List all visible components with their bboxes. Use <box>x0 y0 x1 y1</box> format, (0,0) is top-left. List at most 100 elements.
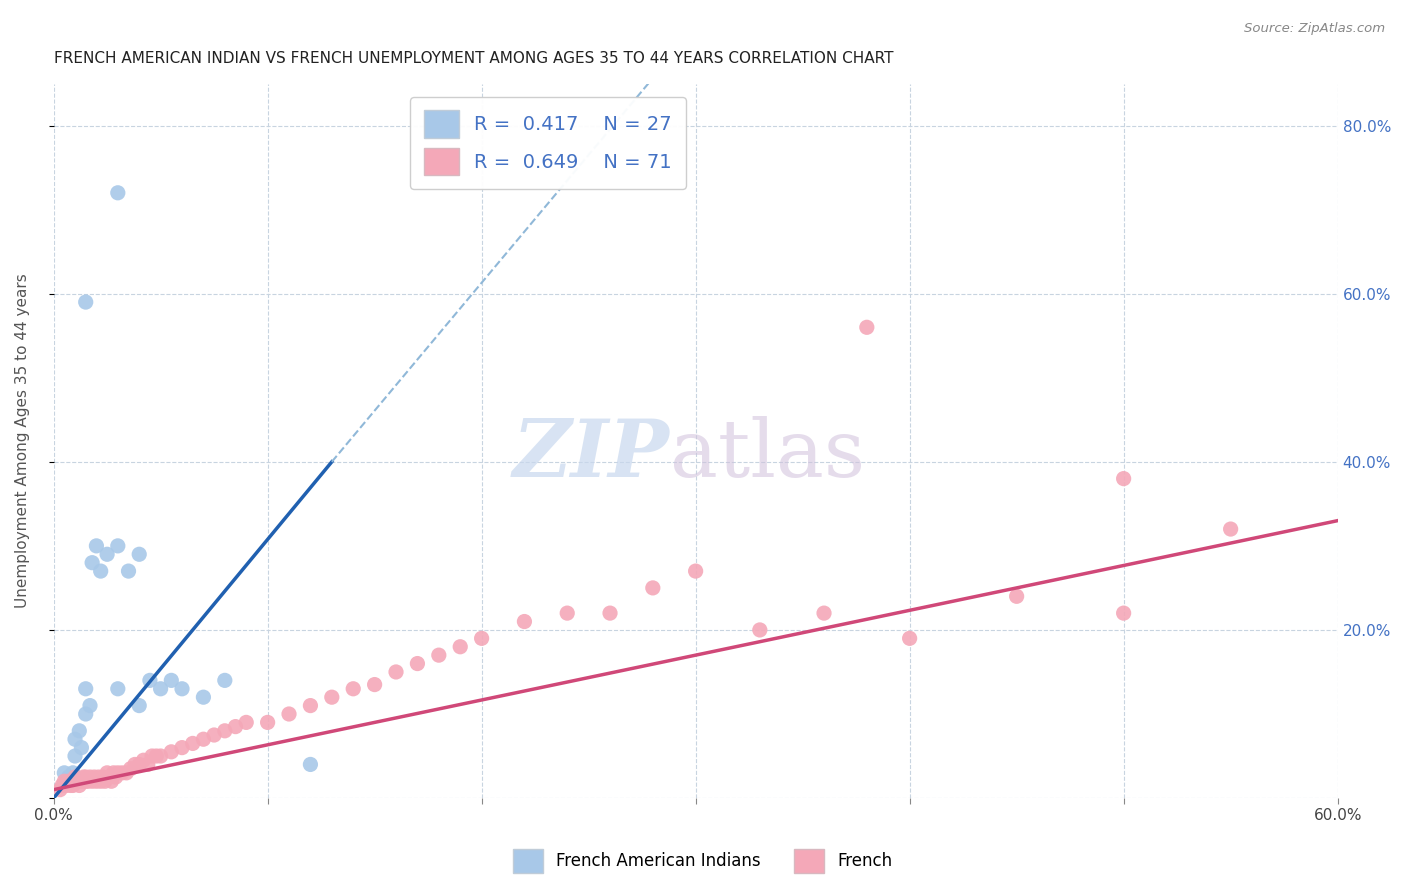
Point <box>107 681 129 696</box>
Point <box>898 632 921 646</box>
Point <box>79 770 101 784</box>
Point <box>149 749 172 764</box>
Point <box>299 757 322 772</box>
Text: FRENCH AMERICAN INDIAN VS FRENCH UNEMPLOYMENT AMONG AGES 35 TO 44 YEARS CORRELAT: FRENCH AMERICAN INDIAN VS FRENCH UNEMPLO… <box>53 51 893 66</box>
Point <box>53 774 76 789</box>
Point <box>75 681 97 696</box>
Point <box>117 564 139 578</box>
Point <box>107 539 129 553</box>
Point <box>139 673 162 688</box>
Point <box>170 681 193 696</box>
Point <box>160 673 183 688</box>
Point <box>406 657 429 671</box>
Point <box>90 564 112 578</box>
Point <box>149 681 172 696</box>
Point <box>75 706 97 721</box>
Point <box>1112 606 1135 620</box>
Point <box>83 770 105 784</box>
Point <box>96 765 118 780</box>
Point <box>471 632 494 646</box>
Legend: French American Indians, French: French American Indians, French <box>506 842 900 880</box>
Point <box>62 765 84 780</box>
Point <box>128 698 150 713</box>
Point <box>555 606 578 620</box>
Point <box>62 779 84 793</box>
Text: atlas: atlas <box>669 416 865 494</box>
Point <box>104 770 127 784</box>
Point <box>136 757 159 772</box>
Point <box>86 539 108 553</box>
Point <box>103 765 125 780</box>
Point <box>98 770 121 784</box>
Point <box>641 581 664 595</box>
Point <box>58 774 80 789</box>
Point <box>72 770 94 784</box>
Point <box>181 736 204 750</box>
Point <box>66 774 89 789</box>
Point <box>100 774 122 789</box>
Point <box>124 757 146 772</box>
Point <box>132 753 155 767</box>
Point <box>75 774 97 789</box>
Point <box>321 690 343 705</box>
Point <box>115 765 138 780</box>
Text: Source: ZipAtlas.com: Source: ZipAtlas.com <box>1244 22 1385 36</box>
Point <box>59 774 82 789</box>
Point <box>67 779 90 793</box>
Point <box>75 295 97 310</box>
Point <box>256 715 278 730</box>
Point <box>214 673 236 688</box>
Point <box>49 782 72 797</box>
Point <box>856 320 879 334</box>
Point <box>107 186 129 200</box>
Point <box>160 745 183 759</box>
Point <box>170 740 193 755</box>
Point <box>51 779 73 793</box>
Point <box>70 740 93 755</box>
Point <box>63 732 86 747</box>
Point <box>1219 522 1241 536</box>
Point <box>63 774 86 789</box>
Point <box>427 648 450 662</box>
Point <box>813 606 835 620</box>
Point <box>685 564 707 578</box>
Point <box>225 720 247 734</box>
Point <box>96 547 118 561</box>
Point <box>59 774 82 789</box>
Point <box>63 770 86 784</box>
Point <box>449 640 471 654</box>
Text: ZIP: ZIP <box>513 417 669 494</box>
Point <box>55 779 77 793</box>
Point <box>342 681 364 696</box>
Point <box>1005 590 1028 604</box>
Point <box>748 623 770 637</box>
Point <box>94 774 117 789</box>
Point <box>193 690 215 705</box>
Point <box>128 757 150 772</box>
Point <box>513 615 536 629</box>
Point <box>599 606 621 620</box>
Point <box>82 774 104 789</box>
Point <box>128 547 150 561</box>
Point <box>86 774 108 789</box>
Point <box>278 706 301 721</box>
Point <box>120 762 142 776</box>
Point <box>145 749 167 764</box>
Point <box>53 765 76 780</box>
Legend: R =  0.417    N = 27, R =  0.649    N = 71: R = 0.417 N = 27, R = 0.649 N = 71 <box>411 97 686 189</box>
Point <box>193 732 215 747</box>
Point <box>214 723 236 738</box>
Point <box>76 774 98 789</box>
Point <box>107 765 129 780</box>
Point <box>91 770 114 784</box>
Point <box>59 779 82 793</box>
Point <box>299 698 322 713</box>
Point <box>111 765 134 780</box>
Point <box>63 749 86 764</box>
Y-axis label: Unemployment Among Ages 35 to 44 years: Unemployment Among Ages 35 to 44 years <box>15 274 30 608</box>
Point <box>67 723 90 738</box>
Point <box>82 556 104 570</box>
Point <box>70 774 93 789</box>
Point <box>90 774 112 789</box>
Point <box>58 770 80 784</box>
